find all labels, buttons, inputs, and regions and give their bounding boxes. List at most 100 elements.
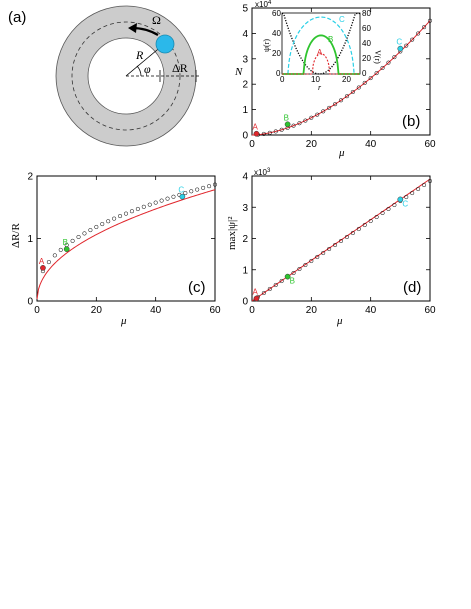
curve-c (36, 189, 216, 300)
phi-arc (136, 65, 142, 77)
soliton-blob (155, 34, 175, 54)
data-point-b (404, 43, 409, 48)
panel-d-multiplier-exp: 3 (267, 168, 271, 174)
data-point-d (344, 234, 349, 240)
data-point-d (416, 186, 421, 192)
marker-label-A-d: A (252, 288, 258, 297)
marker-label-C-d: C (402, 199, 408, 208)
inset-ytick-left-0: 0 (276, 69, 281, 78)
marker-A-d (253, 295, 260, 302)
panel-b-data: A B C (252, 18, 433, 137)
panel-c: 0 20 40 60 0 1 2 ΔR/R μ A B C (c) (10, 172, 221, 328)
marker-B-c (63, 246, 70, 252)
data-point-b (410, 37, 415, 42)
data-point-b (333, 102, 338, 107)
data-point-c (82, 231, 87, 236)
data-point-d (273, 282, 278, 288)
panel-c-ticks: 0 20 40 60 0 1 2 (27, 172, 221, 317)
ytick-label-c: 0 (27, 297, 33, 308)
marker-B-b (284, 121, 291, 128)
dR-label: ΔR (172, 61, 188, 75)
panel-d-multiplier: x10 (254, 168, 267, 177)
data-point-b (321, 109, 326, 114)
data-point-b (356, 85, 361, 90)
data-point-d (261, 290, 266, 296)
data-point-b (303, 118, 308, 123)
xtick-label-b: 20 (306, 139, 318, 150)
marker-C-b (397, 45, 404, 52)
data-point-b (261, 131, 266, 136)
panel-d-ylabel: max|ψ|² (226, 216, 238, 250)
ytick-label-c: 1 (27, 234, 33, 245)
ytick-label-b: 1 (242, 105, 248, 116)
inset-ytick-left-40: 40 (272, 29, 281, 38)
inset-xtick-20: 20 (342, 75, 351, 84)
inset-frame (281, 12, 361, 75)
panel-b-ylabel: N (234, 66, 243, 78)
marker-label-B-c: B (63, 238, 68, 247)
data-point-d (338, 238, 344, 244)
data-point-c (165, 196, 170, 201)
data-point-d (291, 270, 296, 276)
marker-C-d (397, 196, 404, 203)
xtick-label-d: 0 (249, 305, 255, 316)
data-point-c (123, 211, 129, 216)
data-point-c (189, 189, 194, 194)
data-point-c (118, 214, 123, 219)
data-point-d (404, 194, 409, 200)
inset-label-C: C (339, 15, 345, 24)
inset-ylabel-right: V(r) (373, 50, 382, 64)
marker-label-A-c: A (39, 257, 45, 266)
R-label: R (135, 48, 144, 62)
data-point-d (374, 214, 379, 220)
xtick-label-d: 40 (365, 305, 377, 316)
data-point-b (368, 76, 373, 81)
panel-c-data: A B C (36, 182, 218, 300)
data-point-d (279, 278, 284, 284)
data-point-c (94, 224, 99, 230)
data-point-d (267, 286, 272, 292)
panel-d: x10 3 0 20 40 60 0 1 2 3 4 max|ψ|² μ A B C (d) (226, 168, 436, 327)
data-point-b (338, 98, 344, 103)
inset-profile-A (282, 53, 360, 75)
data-point-c (135, 206, 140, 212)
xtick-label-c: 20 (91, 305, 103, 316)
data-point-b (362, 80, 367, 85)
data-point-c (195, 187, 200, 192)
radius-line (125, 44, 164, 77)
data-point-d (427, 178, 433, 184)
inset-curves (282, 12, 360, 75)
marker-label-A-b: A (252, 123, 258, 132)
data-point-c (112, 216, 117, 221)
marker-B-d (284, 273, 291, 280)
marker-label-B-b: B (284, 113, 289, 122)
data-point-d (315, 254, 320, 260)
data-point-c (106, 219, 111, 224)
xtick-label-c: 40 (150, 305, 162, 316)
inset-xlabel: r (318, 83, 322, 92)
ytick-label-d: 3 (242, 203, 248, 214)
omega-arrow-head (128, 23, 137, 33)
marker-label-B-d: B (290, 277, 295, 286)
data-point-d (321, 250, 326, 256)
ytick-label-b: 3 (242, 54, 248, 65)
data-point-c (159, 198, 164, 203)
data-point-b (416, 31, 421, 36)
inset-ytick-left-60: 60 (272, 9, 281, 18)
data-point-b (273, 129, 278, 134)
ytick-label-d: 1 (242, 265, 248, 276)
data-point-d (333, 242, 338, 248)
data-point-d (309, 258, 314, 264)
data-point-b (422, 25, 427, 30)
panel-d-xlabel: μ (336, 315, 343, 327)
panel-a-label: (a) (8, 9, 26, 26)
data-point-c (70, 238, 75, 243)
xtick-label-b: 40 (365, 139, 377, 150)
marker-C-c (179, 193, 186, 200)
data-point-c (52, 253, 57, 258)
data-point-c (100, 222, 105, 227)
xtick-label-b: 0 (249, 139, 255, 150)
data-point-c (141, 204, 146, 209)
data-point-b (380, 65, 385, 71)
